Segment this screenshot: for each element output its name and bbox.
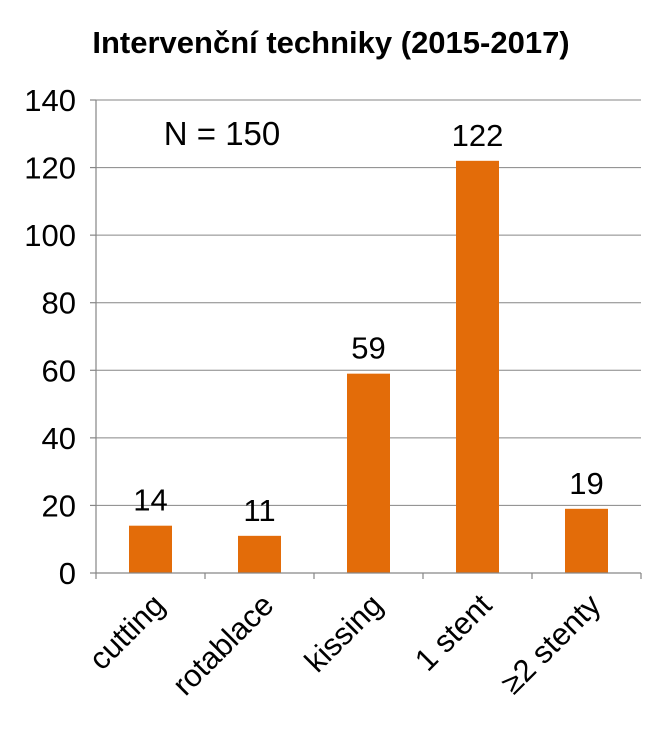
x-axis: [95, 100, 641, 574]
bars: [129, 160, 608, 574]
y-axis-ticks: 0 20 40 60 80 100 120 140: [24, 83, 96, 591]
category-label: cutting: [82, 587, 171, 676]
category-label: rotablace: [166, 587, 281, 702]
sample-size-annotation: N = 150: [164, 115, 281, 152]
gridlines: [96, 99, 641, 506]
data-label: 19: [569, 466, 603, 501]
category-label: 1 stent: [408, 587, 499, 678]
category-label: ≥2 stenty: [494, 587, 608, 701]
data-label: 11: [243, 493, 275, 528]
y-tick-label: 20: [42, 488, 76, 523]
y-tick-label: 0: [59, 556, 76, 591]
bar-2: [238, 535, 281, 573]
y-tick-label: 140: [24, 83, 76, 118]
bar-5: [565, 508, 608, 573]
y-tick-label: 100: [24, 218, 76, 253]
bar-3: [347, 373, 390, 573]
y-tick-label: 40: [42, 421, 76, 456]
x-axis-ticks: [95, 573, 642, 579]
category-label: kissing: [298, 587, 390, 679]
y-tick-label: 120: [24, 151, 76, 186]
bar-1: [129, 525, 172, 573]
data-label: 59: [351, 331, 385, 366]
data-label: 14: [133, 483, 167, 518]
y-tick-label: 80: [42, 286, 76, 321]
y-tick-label: 60: [42, 353, 76, 388]
data-label: 122: [452, 118, 504, 153]
chart-title: Intervenční techniky (2015-2017): [92, 25, 569, 60]
bar-4: [456, 160, 499, 574]
data-labels: 14 11 59 122 19: [133, 118, 603, 528]
